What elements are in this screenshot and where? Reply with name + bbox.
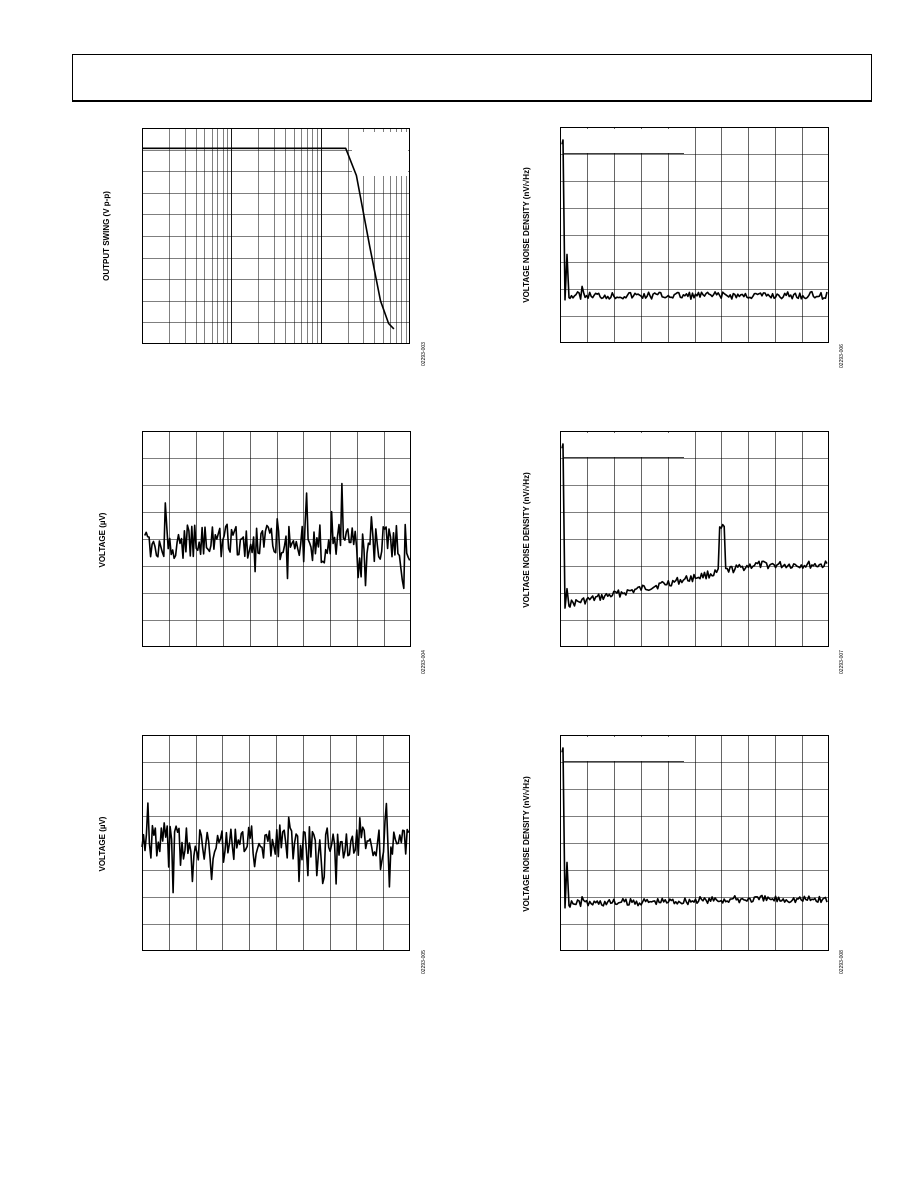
figure-code: 02293-006 bbox=[839, 344, 845, 368]
legend-box bbox=[564, 433, 684, 457]
series-line bbox=[561, 139, 828, 301]
legend-box bbox=[564, 129, 684, 153]
figure-code: 02293-004 bbox=[421, 650, 427, 674]
y-axis-label: OUTPUT SWING (V p-p) bbox=[102, 191, 111, 281]
figure-code: 02293-008 bbox=[839, 950, 845, 974]
series-line bbox=[142, 147, 395, 330]
series-line bbox=[561, 443, 828, 609]
figure-code: 02293-007 bbox=[839, 650, 845, 674]
page-header-box bbox=[72, 54, 872, 102]
series-line bbox=[141, 802, 410, 894]
figure-code: 02293-005 bbox=[421, 950, 427, 974]
series-line bbox=[143, 482, 411, 590]
plot-area bbox=[141, 735, 410, 951]
plot-frame bbox=[142, 128, 410, 344]
y-axis-label: VOLTAGE (µV) bbox=[98, 816, 107, 872]
plot-area bbox=[560, 431, 829, 647]
y-axis-label: VOLTAGE NOISE DENSITY (nV/√Hz) bbox=[522, 776, 531, 912]
series-line bbox=[561, 747, 828, 909]
plot-area bbox=[142, 431, 411, 647]
y-axis-label: VOLTAGE (µV) bbox=[98, 512, 107, 568]
plot-area bbox=[142, 128, 410, 344]
plot-area bbox=[560, 735, 829, 951]
y-axis-label: VOLTAGE NOISE DENSITY (nV/√Hz) bbox=[522, 472, 531, 608]
plot-frame bbox=[142, 431, 411, 647]
y-axis-label: VOLTAGE NOISE DENSITY (nV/√Hz) bbox=[522, 167, 531, 303]
legend-box bbox=[564, 737, 684, 761]
legend-box bbox=[352, 132, 408, 176]
figure-code: 02293-003 bbox=[421, 342, 427, 366]
plot-frame bbox=[560, 735, 829, 951]
plot-area bbox=[560, 127, 829, 343]
plot-frame bbox=[560, 431, 829, 647]
plot-frame bbox=[560, 127, 829, 343]
